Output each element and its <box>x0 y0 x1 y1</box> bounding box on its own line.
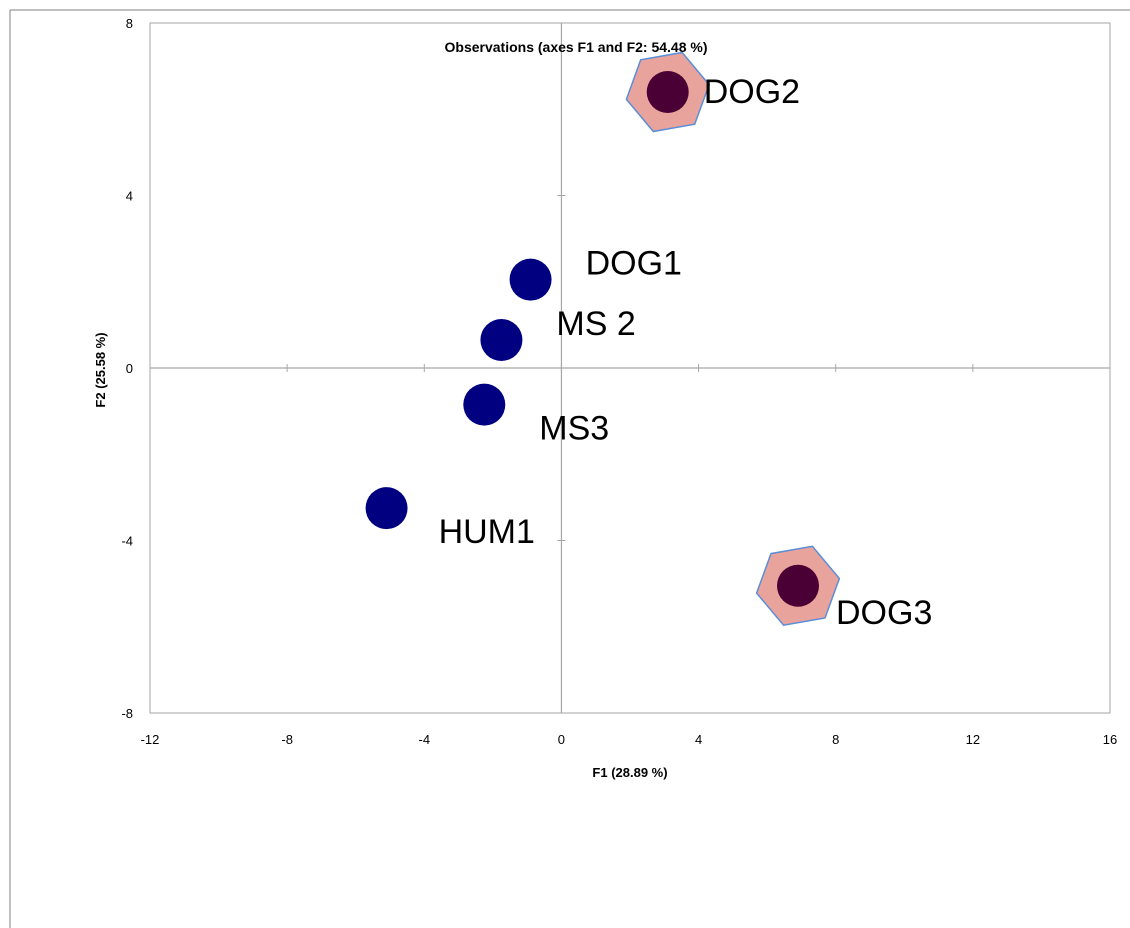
y-tick-label: 4 <box>126 189 133 204</box>
point-label-ms3: MS3 <box>539 410 609 448</box>
x-tick-label: 8 <box>832 732 839 747</box>
y-axis-title: F2 (25.58 %) <box>93 332 108 407</box>
x-tick-label: 12 <box>966 732 980 747</box>
point-label-dog2: DOG2 <box>704 73 800 111</box>
point-label-dog3: DOG3 <box>836 594 932 632</box>
y-tick-label: 8 <box>126 16 133 31</box>
data-point-dog1 <box>509 258 552 301</box>
x-tick-label: -8 <box>281 732 293 747</box>
x-tick-label: -4 <box>419 732 431 747</box>
chart-title: Observations (axes F1 and F2: 54.48 %) <box>445 39 708 55</box>
x-tick-label: 4 <box>695 732 702 747</box>
data-point-ms3 <box>463 383 506 426</box>
y-tick-label: -4 <box>121 534 133 549</box>
x-tick-label: 16 <box>1103 732 1117 747</box>
point-label-hum1: HUM1 <box>439 513 535 551</box>
y-tick-label: -8 <box>121 706 133 721</box>
x-tick-label: 0 <box>558 732 565 747</box>
y-tick-label: 0 <box>126 361 133 376</box>
point-label-ms-2: MS 2 <box>556 305 635 343</box>
data-point-ms-2 <box>480 318 523 361</box>
data-point-dog3 <box>777 564 819 607</box>
x-axis-title: F1 (28.89 %) <box>592 765 667 780</box>
point-label-dog1: DOG1 <box>586 245 682 283</box>
data-point-dog2 <box>646 71 689 113</box>
data-point-hum1 <box>365 487 408 530</box>
x-tick-label: -12 <box>141 732 160 747</box>
